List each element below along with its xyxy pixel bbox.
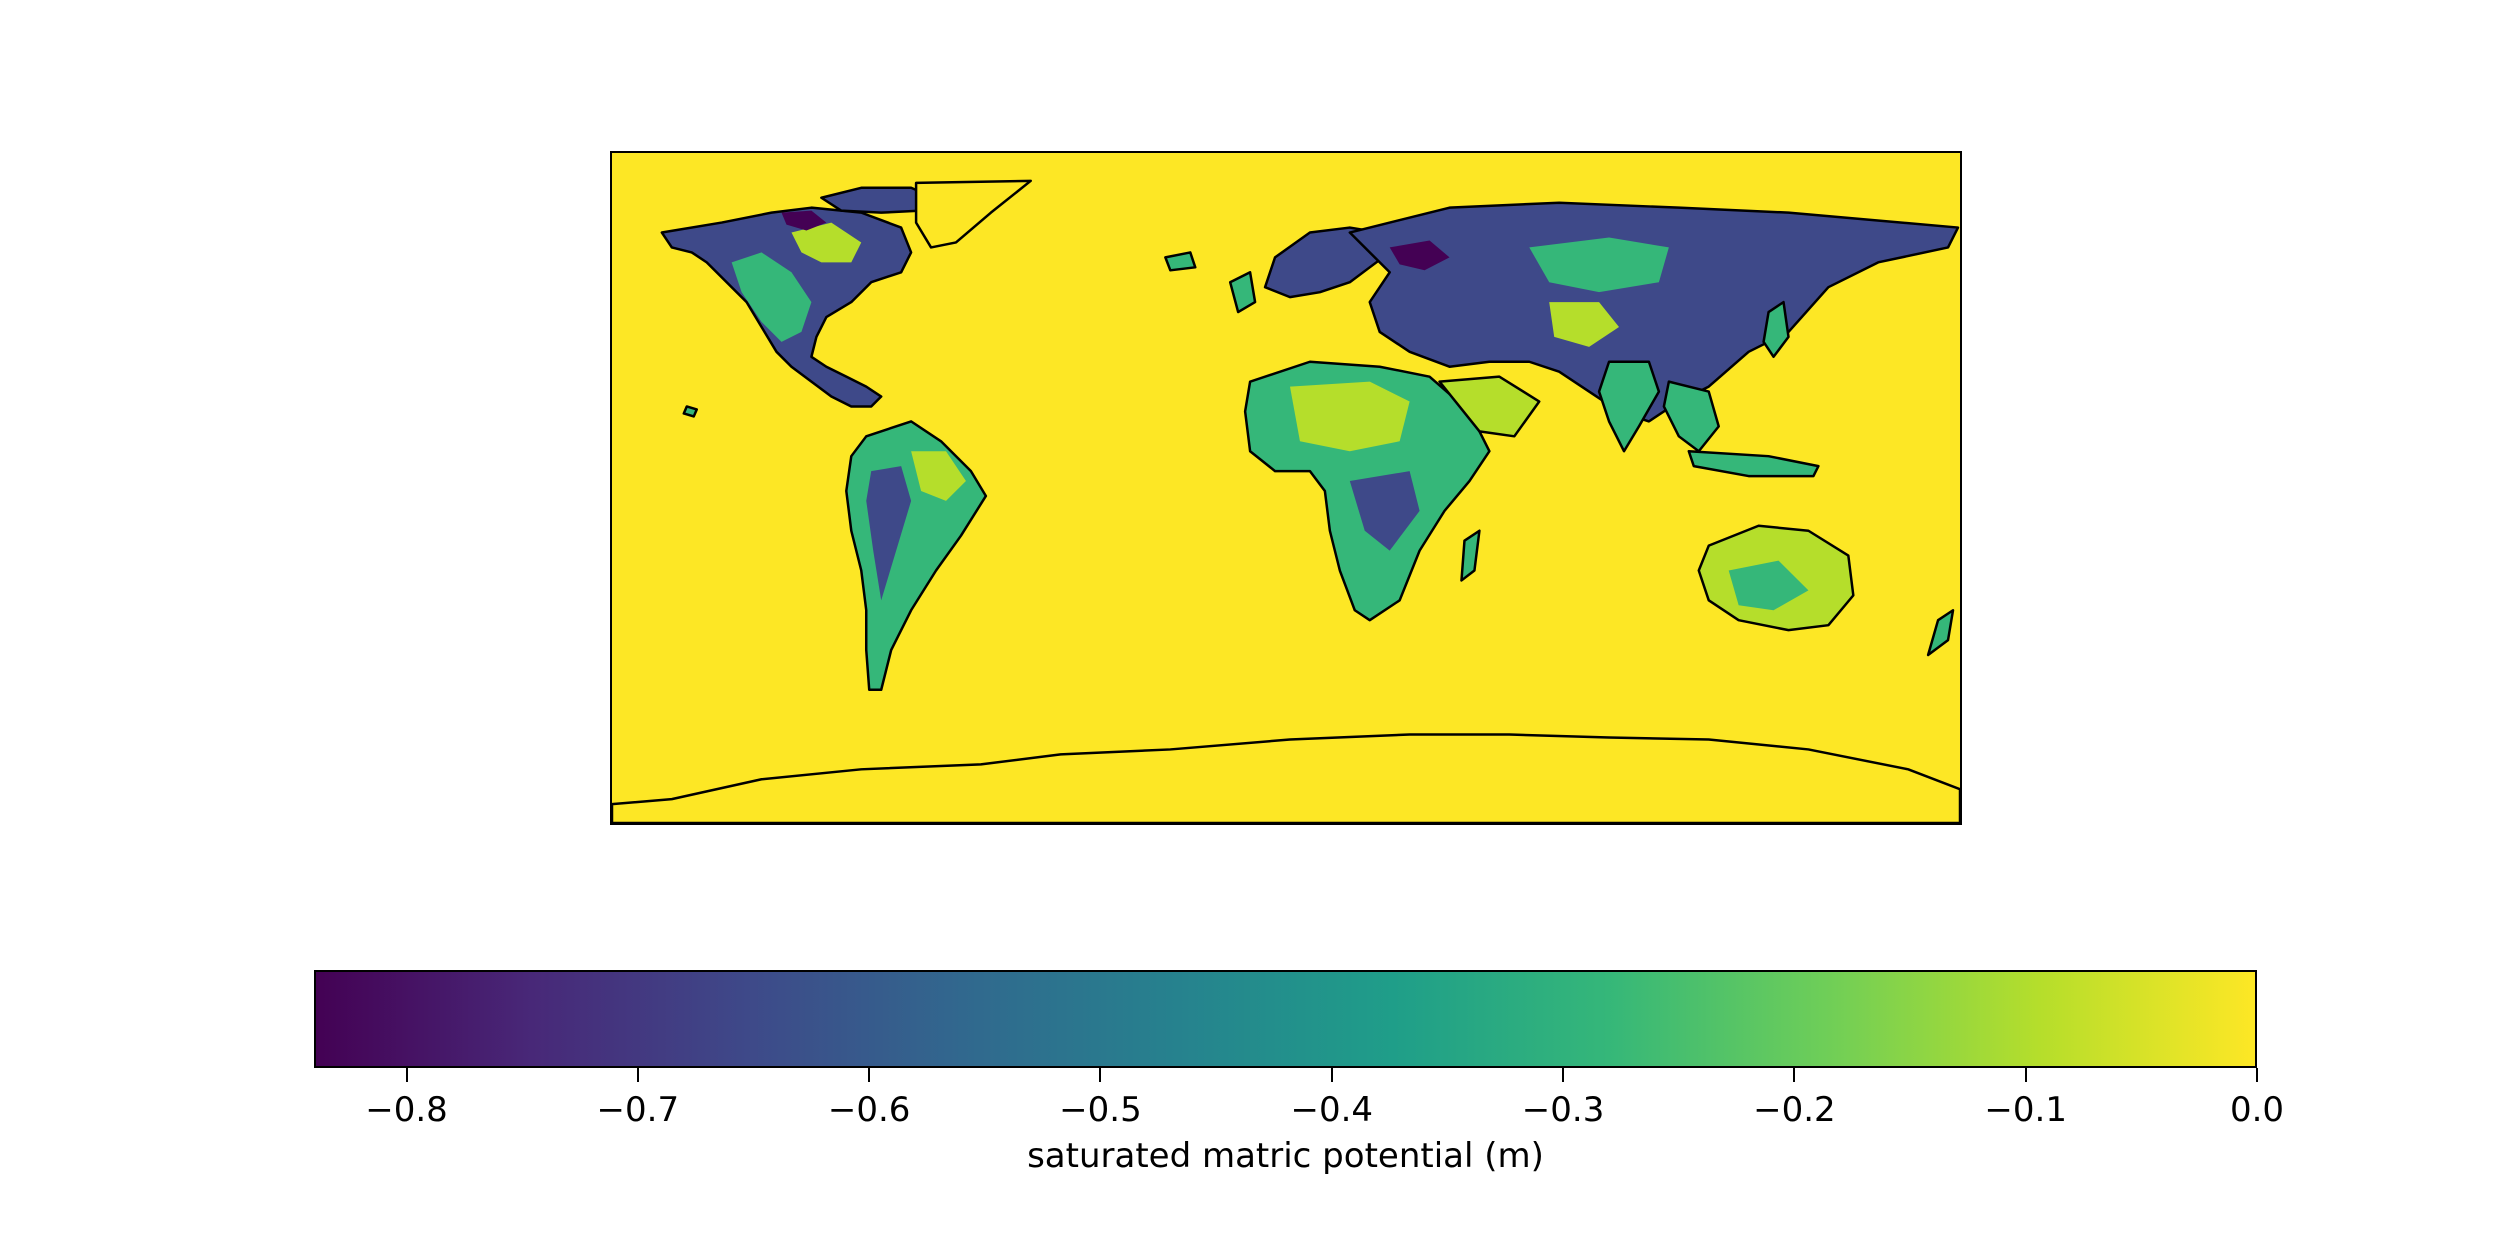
south-america-purple — [866, 466, 912, 601]
continents — [612, 179, 1960, 823]
africa-yellowgreen — [1289, 381, 1410, 452]
north-america-yellowgreen — [791, 222, 862, 263]
uk-islands — [1228, 271, 1257, 314]
colorbar-tick — [1793, 1068, 1796, 1082]
colorbar-tick — [1562, 1068, 1565, 1082]
colorbar-tick-label: −0.5 — [1059, 1090, 1142, 1130]
colorbar-tick-label: −0.8 — [365, 1090, 448, 1130]
asia-green — [1529, 237, 1669, 293]
north-america-green — [731, 252, 812, 342]
north-america-purple — [781, 210, 827, 231]
colorbar-tick-label: −0.2 — [1753, 1090, 1836, 1130]
colorbar-tick-label: −0.1 — [1984, 1090, 2067, 1130]
greenland — [914, 179, 1033, 249]
arabia — [1438, 375, 1541, 438]
asia-yellowgreen — [1549, 302, 1620, 347]
colorbar-label: saturated matric potential (m) — [1027, 1136, 1544, 1176]
madagascar — [1460, 529, 1481, 582]
europe — [1263, 226, 1391, 299]
japan — [1762, 300, 1790, 359]
world-map — [612, 153, 1960, 823]
colorbar-tick-label: −0.3 — [1521, 1090, 1605, 1130]
new-zealand — [1926, 609, 1955, 657]
colorbar-tick — [868, 1068, 871, 1082]
colorbar-tick — [405, 1068, 408, 1082]
colorbar-tick — [1099, 1068, 1102, 1082]
colorbar-tick — [636, 1068, 639, 1082]
colorbar — [314, 970, 2257, 1068]
iceland — [1164, 251, 1197, 272]
africa-blue — [1349, 471, 1420, 551]
antarctica — [612, 733, 1960, 823]
colorbar-tick — [1330, 1068, 1333, 1082]
colorbar-tick — [2256, 1068, 2258, 1082]
colorbar-tick-label: 0.0 — [2229, 1090, 2285, 1130]
colorbar-gradient — [316, 972, 2255, 1066]
hawaii-islands — [682, 405, 698, 418]
india — [1597, 360, 1661, 453]
south-america-yellowgreen — [911, 451, 966, 501]
asia-purple — [1389, 240, 1450, 271]
colorbar-tick-label: −0.4 — [1290, 1090, 1374, 1130]
map-panel — [610, 151, 1962, 825]
indonesia — [1687, 449, 1820, 478]
australia-green — [1728, 560, 1809, 611]
colorbar-tick-label: −0.6 — [827, 1090, 911, 1130]
colorbar-tick — [2024, 1068, 2027, 1082]
colorbar-tick-label: −0.7 — [596, 1090, 680, 1130]
